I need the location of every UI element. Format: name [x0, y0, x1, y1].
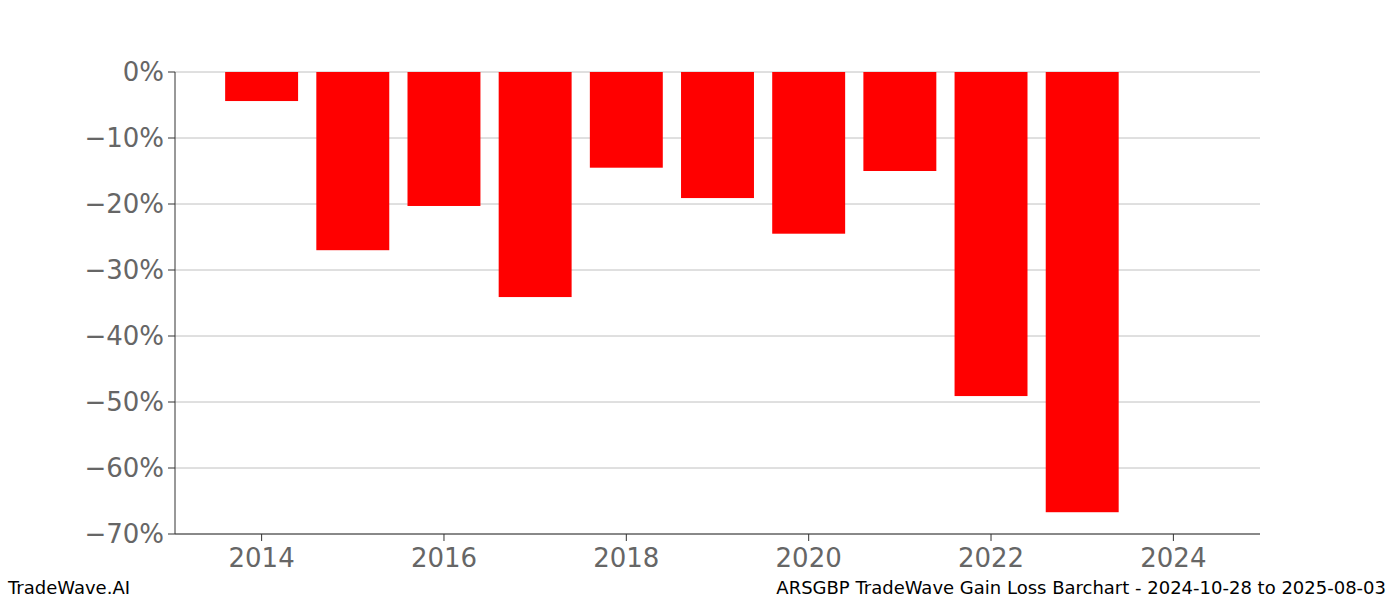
y-tick-label: −40%	[84, 321, 164, 351]
y-tick-label: −60%	[84, 453, 164, 483]
y-tick-label: −70%	[84, 519, 164, 549]
bar	[863, 72, 936, 171]
bars	[225, 72, 1119, 512]
bar	[1046, 72, 1119, 512]
y-tick	[168, 336, 175, 337]
x-tick-label: 2018	[593, 543, 659, 573]
bar	[499, 72, 572, 297]
bar	[225, 72, 298, 101]
y-tick	[168, 72, 175, 73]
y-tick	[168, 270, 175, 271]
bar	[408, 72, 481, 206]
source: TradeWave.AI	[7, 577, 130, 598]
x-tick	[991, 534, 992, 541]
x-tick-label: 2016	[411, 543, 477, 573]
x-tick	[443, 534, 444, 541]
y-tick-label: −10%	[84, 123, 164, 153]
x-tick	[261, 534, 262, 541]
y-tick-label: 0%	[123, 57, 164, 87]
y-tick	[168, 534, 175, 535]
x-tick-label: 2022	[958, 543, 1024, 573]
x-tick	[626, 534, 627, 541]
bar	[772, 72, 845, 234]
chart-container: 0% −10% −20% −30% −40% −50% −60% −70% 2014 2016 20…	[0, 0, 1400, 600]
chart-svg: 0% −10% −20% −30% −40% −50% −60% −70% 2014 2016 20…	[0, 0, 1400, 600]
y-tick	[168, 204, 175, 205]
x-tick-label: 2024	[1140, 543, 1206, 573]
title: ARSGBP TradeWave Gain Loss Barchart - 20…	[776, 577, 1386, 598]
bar	[590, 72, 663, 168]
bar	[955, 72, 1028, 396]
bar	[316, 72, 389, 250]
x-tick-label: 2014	[229, 543, 295, 573]
y-tick	[168, 402, 175, 403]
x-tick	[808, 534, 809, 541]
y-tick-label: −50%	[84, 387, 164, 417]
x-axis	[175, 534, 1260, 535]
y-tick-label: −20%	[84, 189, 164, 219]
y-axis	[175, 72, 176, 534]
x-tick-label: 2020	[776, 543, 842, 573]
bar	[681, 72, 754, 198]
y-tick-label: −30%	[84, 255, 164, 285]
y-tick	[168, 138, 175, 139]
x-tick	[1173, 534, 1174, 541]
y-tick	[168, 468, 175, 469]
grid-line	[175, 534, 1260, 535]
